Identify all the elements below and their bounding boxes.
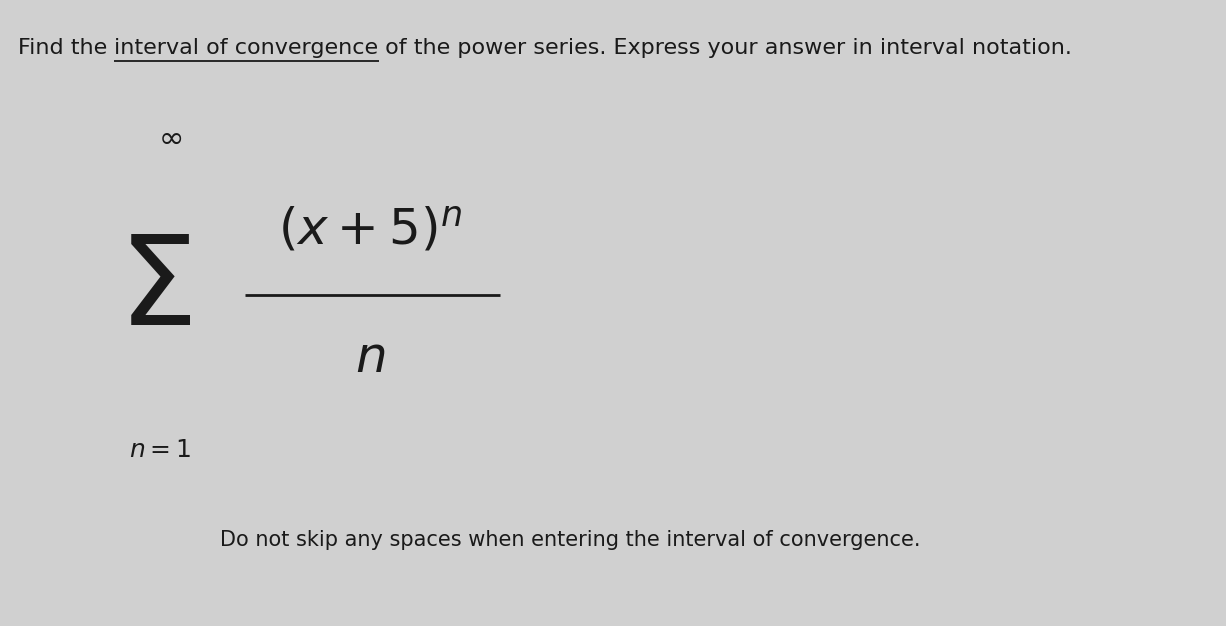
Text: $(x + 5)^n$: $(x + 5)^n$ <box>278 205 462 255</box>
Text: $\infty$: $\infty$ <box>158 126 183 154</box>
Text: of the power series. Express your answer in interval notation.: of the power series. Express your answer… <box>379 38 1073 58</box>
Text: $n$: $n$ <box>354 338 385 382</box>
Text: $n=1$: $n=1$ <box>129 438 191 462</box>
Text: Find the: Find the <box>18 38 114 58</box>
Text: $\Sigma$: $\Sigma$ <box>119 239 191 352</box>
Text: Do not skip any spaces when entering the interval of convergence.: Do not skip any spaces when entering the… <box>219 530 921 550</box>
Text: interval of convergence: interval of convergence <box>114 38 379 58</box>
